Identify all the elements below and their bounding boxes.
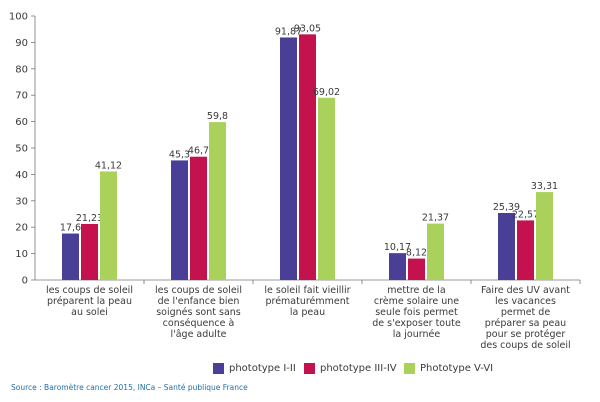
chart-legend: phototype I-II phototype III-IV Phototyp… — [0, 360, 600, 380]
legend-swatch — [304, 362, 315, 374]
data-label: 46,7 — [188, 146, 209, 157]
y-tick-label: 70 — [15, 91, 28, 102]
legend-swatch — [404, 362, 415, 374]
data-label: 59,8 — [207, 111, 228, 122]
data-label: 93,05 — [294, 23, 321, 34]
data-label: 8,12 — [406, 248, 427, 259]
bar — [318, 97, 335, 280]
x-category-label: Faire des UV avant les vacances permet de p… — [480, 285, 570, 351]
y-tick-label: 90 — [15, 38, 28, 49]
source-note: Source : Baromètre cancer 2015, INCa – S… — [11, 383, 248, 392]
legend-item-phototype-v-vi: Phototype V-VI — [404, 360, 493, 376]
data-label: 25,39 — [493, 202, 520, 213]
data-label: 41,12 — [95, 160, 122, 171]
bar — [62, 233, 79, 280]
data-label: 17,6 — [60, 223, 81, 234]
bar — [81, 223, 98, 280]
x-category-label: le soleil fait vieillir prématurémment la … — [264, 285, 350, 318]
legend-swatch — [213, 362, 224, 374]
y-tick-label: 0 — [22, 276, 28, 287]
y-tick-label: 60 — [15, 117, 28, 128]
legend-item-phototype-i-ii: phototype I-II — [213, 360, 296, 376]
bar — [280, 37, 297, 281]
bar — [100, 171, 117, 280]
bar — [408, 258, 425, 280]
bar — [190, 156, 207, 280]
y-tick-label: 20 — [15, 223, 28, 234]
bar-chart: 0 10 20 30 40 50 60 70 80 90 100 17,621,23 41,12 les … — [9, 12, 581, 351]
x-category-label: mettre de la crème solaire une seule fois … — [372, 285, 461, 340]
data-label: 69,02 — [313, 87, 340, 98]
bar — [536, 192, 553, 280]
y-tick-label: 40 — [15, 170, 28, 181]
y-tick-label: 50 — [15, 144, 28, 155]
bar — [498, 212, 515, 280]
data-label: 10,17 — [384, 242, 411, 253]
data-label: 21,23 — [76, 213, 103, 224]
data-label: 33,31 — [531, 181, 558, 192]
y-tick-label: 30 — [15, 196, 28, 207]
bar — [209, 122, 226, 281]
legend-label: Phototype V-VI — [420, 362, 494, 374]
y-tick-label: 80 — [15, 64, 28, 75]
bar — [427, 223, 444, 280]
data-label: 22,57 — [512, 209, 539, 220]
legend-label: phototype III-IV — [320, 362, 397, 374]
x-category-label: les coups de soleil de l'enfance bien soig… — [155, 285, 242, 340]
data-label: 45,3 — [169, 149, 190, 160]
legend-item-phototype-iii-iv: phototype III-IV — [304, 360, 397, 376]
bar — [299, 34, 316, 281]
y-tick-label: 10 — [15, 249, 28, 260]
x-category-label: les coups de soleil préparent la peau au s… — [46, 285, 133, 318]
data-label: 91,87 — [275, 26, 302, 37]
bar — [171, 160, 188, 280]
y-tick-label: 100 — [9, 12, 28, 23]
bar — [517, 220, 534, 280]
bar — [389, 253, 406, 280]
data-label: 21,37 — [422, 213, 449, 224]
legend-label: phototype I-II — [229, 362, 296, 374]
